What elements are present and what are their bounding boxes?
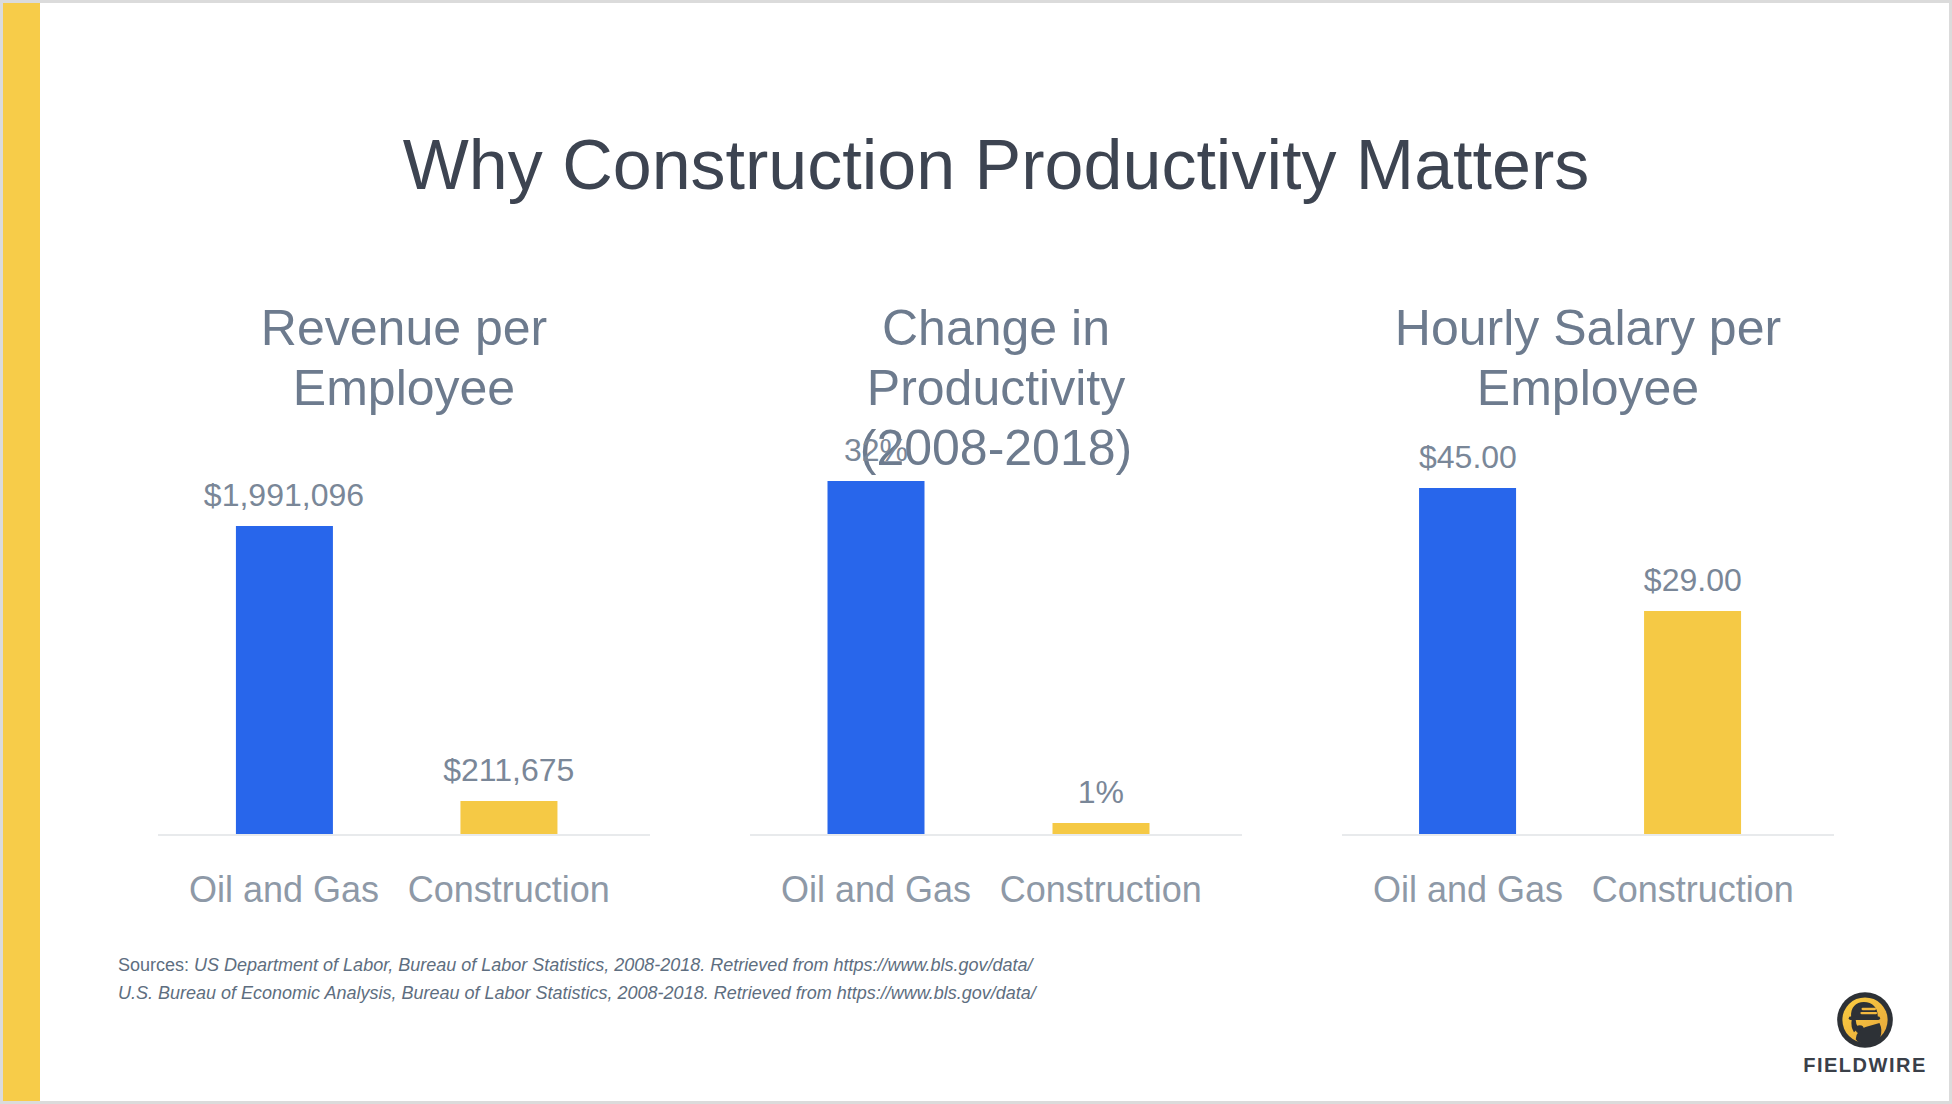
- chart-hourly-salary-per-employee: Hourly Salary perEmployee $45.00 $29.00 …: [1342, 298, 1834, 915]
- plot-area: $1,991,096 $211,675: [158, 476, 650, 836]
- category-label-construction: Construction: [408, 869, 610, 911]
- category-axis: Oil and Gas Construction: [158, 869, 650, 915]
- category-label-oil-and-gas: Oil and Gas: [781, 869, 971, 911]
- category-label-construction: Construction: [1592, 869, 1794, 911]
- category-axis: Oil and Gas Construction: [750, 869, 1242, 915]
- bar-value-label: 32%: [844, 432, 908, 469]
- slide: Why Construction Productivity Matters Re…: [0, 0, 1952, 1104]
- chart-title: Hourly Salary perEmployee: [1342, 298, 1834, 418]
- bar-group-oil-and-gas: $1,991,096: [204, 477, 364, 834]
- category-label-oil-and-gas: Oil and Gas: [1373, 869, 1563, 911]
- fieldwire-logo: FIELDWIRE: [1803, 991, 1927, 1077]
- category-label-oil-and-gas: Oil and Gas: [189, 869, 379, 911]
- chart-title-line1: Change in Productivity: [867, 300, 1125, 416]
- bar-group-construction: 1%: [1052, 774, 1149, 834]
- bar-value-label: $1,991,096: [204, 477, 364, 514]
- chart-revenue-per-employee: Revenue perEmployee $1,991,096 $211,675 …: [158, 298, 650, 915]
- plot-area: 32% 1%: [750, 476, 1242, 836]
- accent-stripe: [3, 3, 40, 1101]
- chart-title: Revenue perEmployee: [158, 298, 650, 418]
- sources-prefix: Sources:: [118, 955, 194, 975]
- plot-area: $45.00 $29.00: [1342, 476, 1834, 836]
- chart-title-line2: Employee: [293, 360, 515, 416]
- bar-construction: [460, 801, 557, 834]
- sources-line1: US Department of Labor, Bureau of Labor …: [194, 955, 1032, 975]
- bar-oil-and-gas: [827, 481, 924, 834]
- chart-change-in-productivity: Change in Productivity(2008-2018) 32% 1%…: [750, 298, 1242, 915]
- sources-note: Sources: US Department of Labor, Bureau …: [118, 951, 1036, 1007]
- category-label-construction: Construction: [1000, 869, 1202, 911]
- bar-construction: [1052, 823, 1149, 834]
- bar-group-construction: $29.00: [1644, 562, 1742, 834]
- construction-worker-badge-icon: [1836, 991, 1894, 1049]
- bar-group-oil-and-gas: $45.00: [1419, 439, 1517, 834]
- chart-title: Change in Productivity(2008-2018): [750, 298, 1242, 418]
- chart-title-line1: Hourly Salary per: [1395, 300, 1781, 356]
- bar-group-oil-and-gas: 32%: [827, 432, 924, 834]
- page-title: Why Construction Productivity Matters: [43, 129, 1949, 201]
- bar-value-label: $45.00: [1419, 439, 1517, 476]
- chart-title-line1: Revenue per: [261, 300, 547, 356]
- bar-value-label: $211,675: [443, 752, 574, 789]
- category-axis: Oil and Gas Construction: [1342, 869, 1834, 915]
- charts-row: Revenue perEmployee $1,991,096 $211,675 …: [43, 298, 1949, 915]
- bar-value-label: 1%: [1078, 774, 1124, 811]
- bar-value-label: $29.00: [1644, 562, 1742, 599]
- bar-oil-and-gas: [235, 526, 332, 834]
- bar-construction: [1644, 611, 1741, 834]
- bar-oil-and-gas: [1419, 488, 1516, 834]
- brand-wordmark: FIELDWIRE: [1803, 1054, 1927, 1077]
- bar-group-construction: $211,675: [443, 752, 574, 834]
- sources-line2: U.S. Bureau of Economic Analysis, Bureau…: [118, 983, 1036, 1003]
- chart-title-line2: Employee: [1477, 360, 1699, 416]
